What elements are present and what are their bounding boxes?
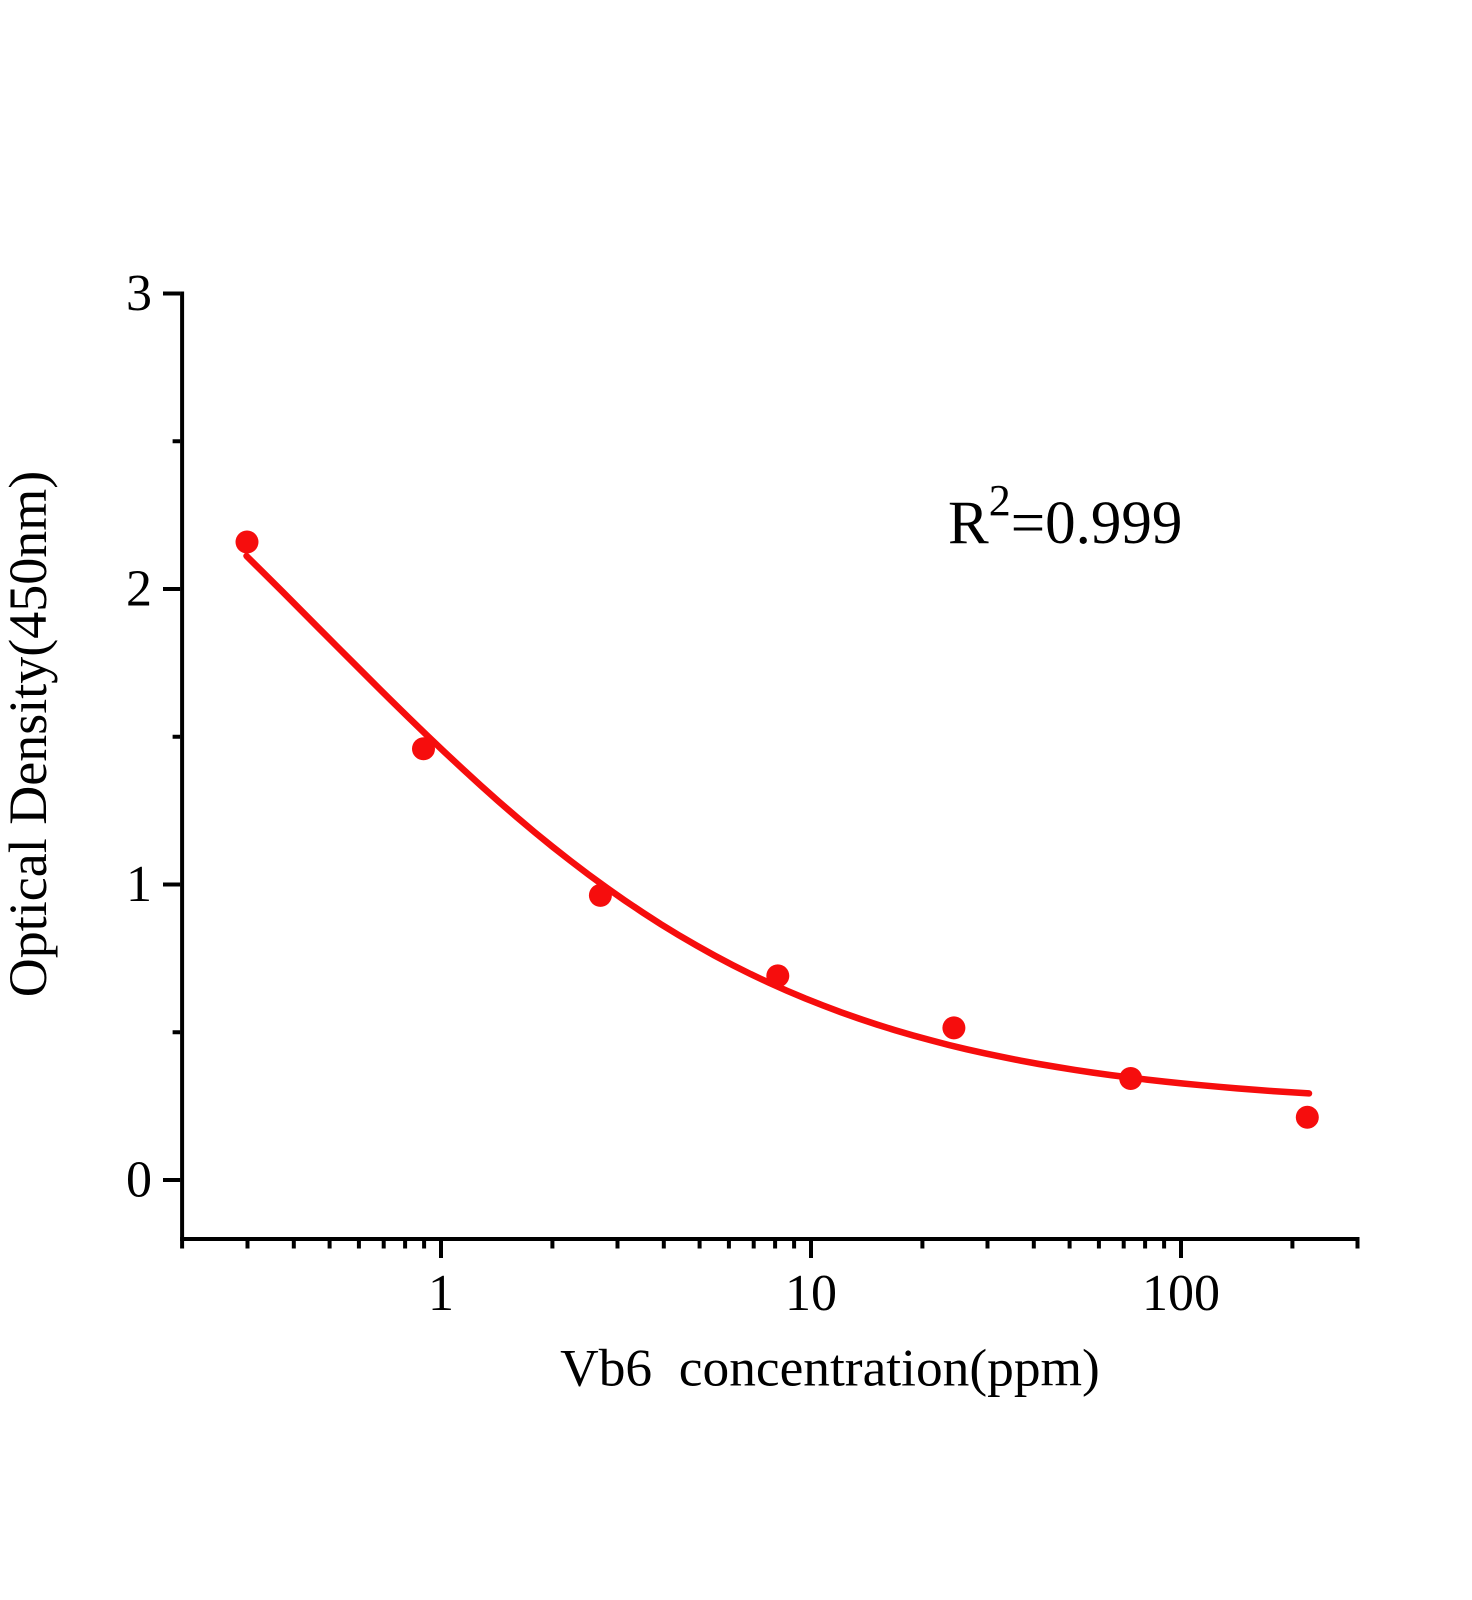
svg-text:0: 0 (126, 1152, 152, 1209)
svg-text:100: 100 (1142, 1265, 1220, 1322)
svg-text:R2=0.999: R2=0.999 (948, 476, 1182, 557)
svg-text:Vb6 concentration(ppm): Vb6 concentration(ppm) (560, 1338, 1100, 1398)
svg-text:1: 1 (126, 856, 152, 913)
svg-text:2: 2 (126, 561, 152, 618)
svg-text:Optical Density(450nm): Optical Density(450nm) (0, 471, 58, 997)
svg-text:10: 10 (785, 1265, 837, 1322)
svg-text:3: 3 (126, 265, 152, 322)
svg-text:1: 1 (428, 1265, 454, 1322)
